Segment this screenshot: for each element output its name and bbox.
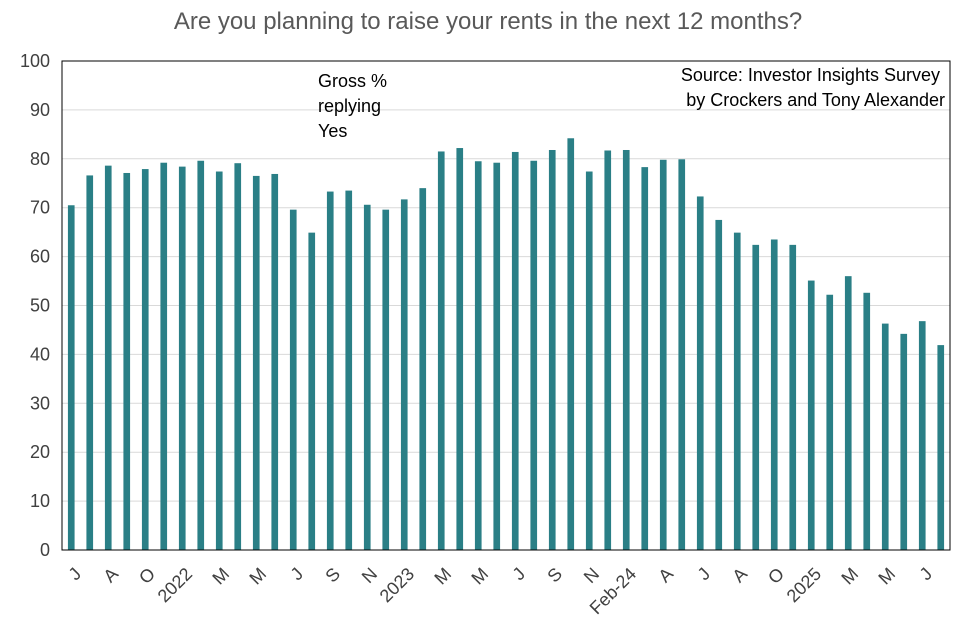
bar <box>659 159 667 550</box>
source-line: by Crockers and Tony Alexander <box>686 90 945 110</box>
bar <box>160 162 168 550</box>
chart-title: Are you planning to raise your rents in … <box>173 8 803 35</box>
bar <box>900 333 908 550</box>
bar <box>234 163 242 551</box>
bar <box>123 172 131 550</box>
y-tick-label: 50 <box>30 296 50 316</box>
bar <box>770 239 778 551</box>
source-note: Source: Investor Insights Survey by Croc… <box>681 65 945 110</box>
x-tick-label: J <box>694 564 715 585</box>
bar <box>881 323 889 550</box>
annotation-line: Yes <box>318 121 347 141</box>
x-tick-label: M <box>837 564 862 589</box>
bar <box>67 205 75 550</box>
x-tick-label: J <box>65 564 86 585</box>
bar <box>511 151 519 551</box>
y-tick-label: 20 <box>30 442 50 462</box>
bar <box>678 159 686 550</box>
bar <box>826 294 834 550</box>
bar <box>326 191 334 551</box>
x-tick-label: J <box>287 564 308 585</box>
x-tick-label: M <box>208 564 233 589</box>
bar <box>585 171 593 550</box>
x-tick-label: M <box>874 564 899 589</box>
bar <box>363 204 371 551</box>
bar <box>271 173 279 551</box>
bar <box>215 171 223 550</box>
y-tick-label: 10 <box>30 491 50 511</box>
bar <box>308 232 316 550</box>
annotation-line: replying <box>318 96 381 116</box>
source-line: Source: Investor Insights Survey <box>681 65 940 85</box>
x-tick-label: M <box>430 564 455 589</box>
x-tick-label: 2025 <box>783 564 825 606</box>
bar <box>178 166 186 550</box>
x-tick-label: A <box>728 564 751 587</box>
y-tick-label: 40 <box>30 344 50 364</box>
x-tick-label: M <box>245 564 270 589</box>
x-tick-label: S <box>321 564 344 587</box>
x-tick-label: J <box>509 564 530 585</box>
x-tick-label: M <box>467 564 492 589</box>
plot-frame <box>61 60 951 551</box>
bar <box>289 209 297 550</box>
bar <box>456 148 464 551</box>
x-tick-label: 2023 <box>376 564 418 606</box>
x-tick-label: A <box>99 564 122 587</box>
bar <box>622 149 630 551</box>
y-tick-label: 90 <box>30 100 50 120</box>
y-axis-ticks: 0 10 20 30 40 50 60 70 80 90 100 <box>20 51 50 560</box>
bar <box>345 190 353 550</box>
x-tick-label: N <box>358 564 381 587</box>
bar <box>844 276 852 550</box>
bar <box>474 161 482 550</box>
y-tick-label: 70 <box>30 198 50 218</box>
bar <box>382 209 390 550</box>
bar <box>733 232 741 550</box>
bar <box>604 150 612 550</box>
bar <box>86 175 94 550</box>
bar <box>141 169 149 550</box>
bar <box>567 138 575 550</box>
bar <box>918 321 926 550</box>
y-tick-label: 100 <box>20 51 50 71</box>
x-tick-label: S <box>543 564 566 587</box>
x-tick-label: O <box>135 564 159 588</box>
bar <box>197 160 205 551</box>
annotation: Gross % replying Yes <box>318 71 392 141</box>
gridlines <box>62 109 950 502</box>
bar <box>493 162 501 550</box>
bar <box>789 244 797 550</box>
x-tick-label: J <box>916 564 937 585</box>
y-tick-label: 0 <box>40 540 50 560</box>
bar <box>937 345 945 550</box>
bar <box>104 165 112 550</box>
bar <box>715 219 723 551</box>
bar <box>696 196 704 550</box>
bar <box>437 151 445 550</box>
y-tick-label: 30 <box>30 393 50 413</box>
bar <box>752 244 760 550</box>
x-tick-label: 2022 <box>154 564 196 606</box>
y-tick-label: 80 <box>30 149 50 169</box>
x-tick-label: O <box>764 564 788 588</box>
bar <box>252 175 260 551</box>
bar <box>419 188 427 550</box>
x-tick-label: N <box>580 564 603 587</box>
x-tick-label: A <box>654 564 677 587</box>
bar <box>863 292 871 550</box>
annotation-line: Gross % <box>318 71 387 91</box>
bar <box>530 160 538 551</box>
bars <box>67 138 945 551</box>
bar <box>548 149 556 551</box>
bar <box>400 199 408 550</box>
y-tick-label: 60 <box>30 247 50 267</box>
bar <box>807 280 815 550</box>
bar <box>641 167 649 550</box>
